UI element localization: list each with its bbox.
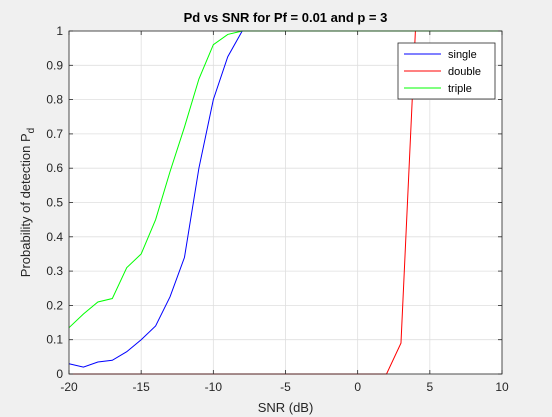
- legend-label-single: single: [448, 49, 477, 61]
- chart-title: Pd vs SNR for Pf = 0.01 and p = 3: [184, 10, 388, 25]
- y-tick-label: 0: [56, 367, 63, 381]
- y-tick-label: 0.7: [46, 127, 63, 141]
- y-tick-label: 0.6: [46, 161, 63, 175]
- legend-label-double: double: [448, 66, 481, 78]
- y-axis-label: Probability of detection Pd: [18, 128, 37, 277]
- y-tick-label: 0.2: [46, 298, 63, 312]
- y-tick-label: 0.5: [46, 196, 63, 210]
- x-tick-label: -5: [280, 380, 291, 394]
- y-tick-label: 0.3: [46, 264, 63, 278]
- x-axis-label: SNR (dB): [258, 400, 314, 415]
- y-tick-label: 0.8: [46, 93, 63, 107]
- y-tick-label: 0.4: [46, 230, 63, 244]
- x-tick-label: -10: [205, 380, 223, 394]
- y-axis-label-main: Probability of detection P: [18, 133, 33, 277]
- y-tick-label: 1: [56, 24, 63, 38]
- y-tick-label: 0.1: [46, 333, 63, 347]
- x-tick-label: 5: [426, 380, 433, 394]
- y-tick-label: 0.9: [46, 58, 63, 72]
- y-axis-label-subscript: d: [26, 128, 37, 134]
- legend[interactable]: single double triple: [397, 42, 496, 100]
- x-tick-label: 0: [354, 380, 361, 394]
- axis-ticks: -20 -15 -10 -5 0 5 10 0 0.1 0.2 0.3 0.4 0.5 0.6 0.7 0.8…: [46, 24, 509, 394]
- legend-label-triple: triple: [448, 83, 472, 95]
- x-tick-label: -20: [60, 380, 78, 394]
- x-tick-label: -15: [132, 380, 150, 394]
- x-tick-label: 10: [495, 380, 509, 394]
